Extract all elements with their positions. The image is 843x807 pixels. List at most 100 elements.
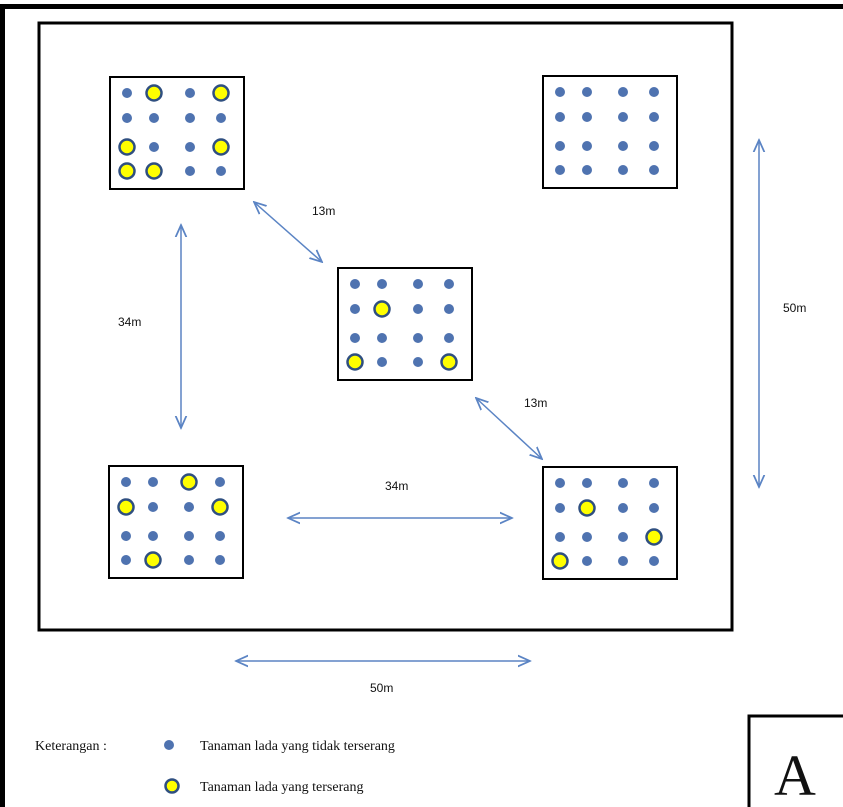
healthy-plant-dot — [444, 333, 454, 343]
healthy-plant-dot — [582, 478, 592, 488]
healthy-plant-dot — [377, 333, 387, 343]
healthy-plant-dot — [444, 279, 454, 289]
healthy-plant-dot — [582, 141, 592, 151]
legend-infected-icon — [164, 778, 180, 794]
plot-top-right — [542, 75, 678, 189]
plot-center — [337, 267, 473, 381]
plot-top-left — [109, 76, 245, 190]
legend-infected-label: Tanaman lada yang terserang — [200, 780, 363, 795]
healthy-plant-dot — [185, 88, 195, 98]
label-right-vertical: 50m — [783, 301, 806, 315]
infected-plant-dot — [346, 353, 364, 371]
healthy-plant-dot — [555, 532, 565, 542]
healthy-plant-dot — [555, 141, 565, 151]
healthy-plant-dot — [148, 477, 158, 487]
healthy-plant-dot — [649, 478, 659, 488]
infected-plant-dot — [118, 162, 136, 180]
healthy-plant-dot — [582, 112, 592, 122]
healthy-plant-dot — [618, 165, 628, 175]
healthy-plant-dot — [121, 555, 131, 565]
field-boundary — [37, 21, 734, 632]
legend-title: Keterangan : — [35, 739, 107, 754]
healthy-plant-dot — [649, 112, 659, 122]
healthy-plant-dot — [215, 477, 225, 487]
healthy-plant-dot — [184, 531, 194, 541]
healthy-plant-dot — [185, 166, 195, 176]
healthy-plant-dot — [121, 477, 131, 487]
healthy-plant-dot — [618, 87, 628, 97]
healthy-plant-dot — [649, 165, 659, 175]
legend-healthy-icon — [164, 740, 174, 750]
healthy-plant-dot — [555, 165, 565, 175]
healthy-plant-dot — [149, 142, 159, 152]
infected-plant-dot — [440, 353, 458, 371]
healthy-plant-dot — [413, 333, 423, 343]
healthy-plant-dot — [149, 113, 159, 123]
infected-plant-dot — [144, 551, 162, 569]
healthy-plant-dot — [618, 141, 628, 151]
arrow-diag-lower — [476, 398, 542, 459]
healthy-plant-dot — [377, 357, 387, 367]
legend-healthy-label: Tanaman lada yang tidak terserang — [200, 739, 395, 754]
outer-frame — [0, 4, 843, 807]
healthy-plant-dot — [444, 304, 454, 314]
infected-plant-dot — [551, 552, 569, 570]
label-left-vertical: 34m — [118, 315, 141, 329]
healthy-plant-dot — [184, 555, 194, 565]
plot-bottom-right — [542, 466, 678, 580]
healthy-plant-dot — [618, 532, 628, 542]
arrow-diag-upper — [254, 202, 322, 262]
healthy-plant-dot — [377, 279, 387, 289]
infected-plant-dot — [118, 138, 136, 156]
healthy-plant-dot — [413, 279, 423, 289]
infected-plant-dot — [145, 162, 163, 180]
healthy-plant-dot — [555, 112, 565, 122]
healthy-plant-dot — [185, 113, 195, 123]
figure-letter: A — [774, 743, 816, 807]
infected-plant-dot — [645, 528, 663, 546]
healthy-plant-dot — [185, 142, 195, 152]
healthy-plant-dot — [413, 357, 423, 367]
plot-bottom-left — [108, 465, 244, 579]
healthy-plant-dot — [649, 87, 659, 97]
healthy-plant-dot — [582, 165, 592, 175]
infected-plant-dot — [578, 499, 596, 517]
healthy-plant-dot — [413, 304, 423, 314]
healthy-plant-dot — [555, 87, 565, 97]
healthy-plant-dot — [122, 113, 132, 123]
healthy-plant-dot — [216, 166, 226, 176]
healthy-plant-dot — [215, 531, 225, 541]
healthy-plant-dot — [582, 532, 592, 542]
healthy-plant-dot — [148, 531, 158, 541]
healthy-plant-dot — [350, 304, 360, 314]
healthy-plant-dot — [215, 555, 225, 565]
label-field-width: 50m — [370, 681, 393, 695]
healthy-plant-dot — [618, 112, 628, 122]
healthy-plant-dot — [582, 87, 592, 97]
label-diag-lower: 13m — [524, 396, 547, 410]
infected-plant-dot — [180, 473, 198, 491]
healthy-plant-dot — [649, 556, 659, 566]
healthy-plant-dot — [649, 503, 659, 513]
healthy-plant-dot — [582, 556, 592, 566]
healthy-plant-dot — [649, 141, 659, 151]
infected-plant-dot — [117, 498, 135, 516]
healthy-plant-dot — [122, 88, 132, 98]
healthy-plant-dot — [121, 531, 131, 541]
healthy-plant-dot — [350, 279, 360, 289]
healthy-plant-dot — [555, 503, 565, 513]
healthy-plant-dot — [350, 333, 360, 343]
label-bottom-horizontal: 34m — [385, 479, 408, 493]
healthy-plant-dot — [555, 478, 565, 488]
infected-plant-dot — [373, 300, 391, 318]
figure-letter-box — [747, 714, 843, 807]
infected-plant-dot — [145, 84, 163, 102]
healthy-plant-dot — [216, 113, 226, 123]
infected-plant-dot — [212, 84, 230, 102]
label-diag-upper: 13m — [312, 204, 335, 218]
healthy-plant-dot — [618, 478, 628, 488]
healthy-plant-dot — [148, 502, 158, 512]
infected-plant-dot — [211, 498, 229, 516]
healthy-plant-dot — [618, 556, 628, 566]
